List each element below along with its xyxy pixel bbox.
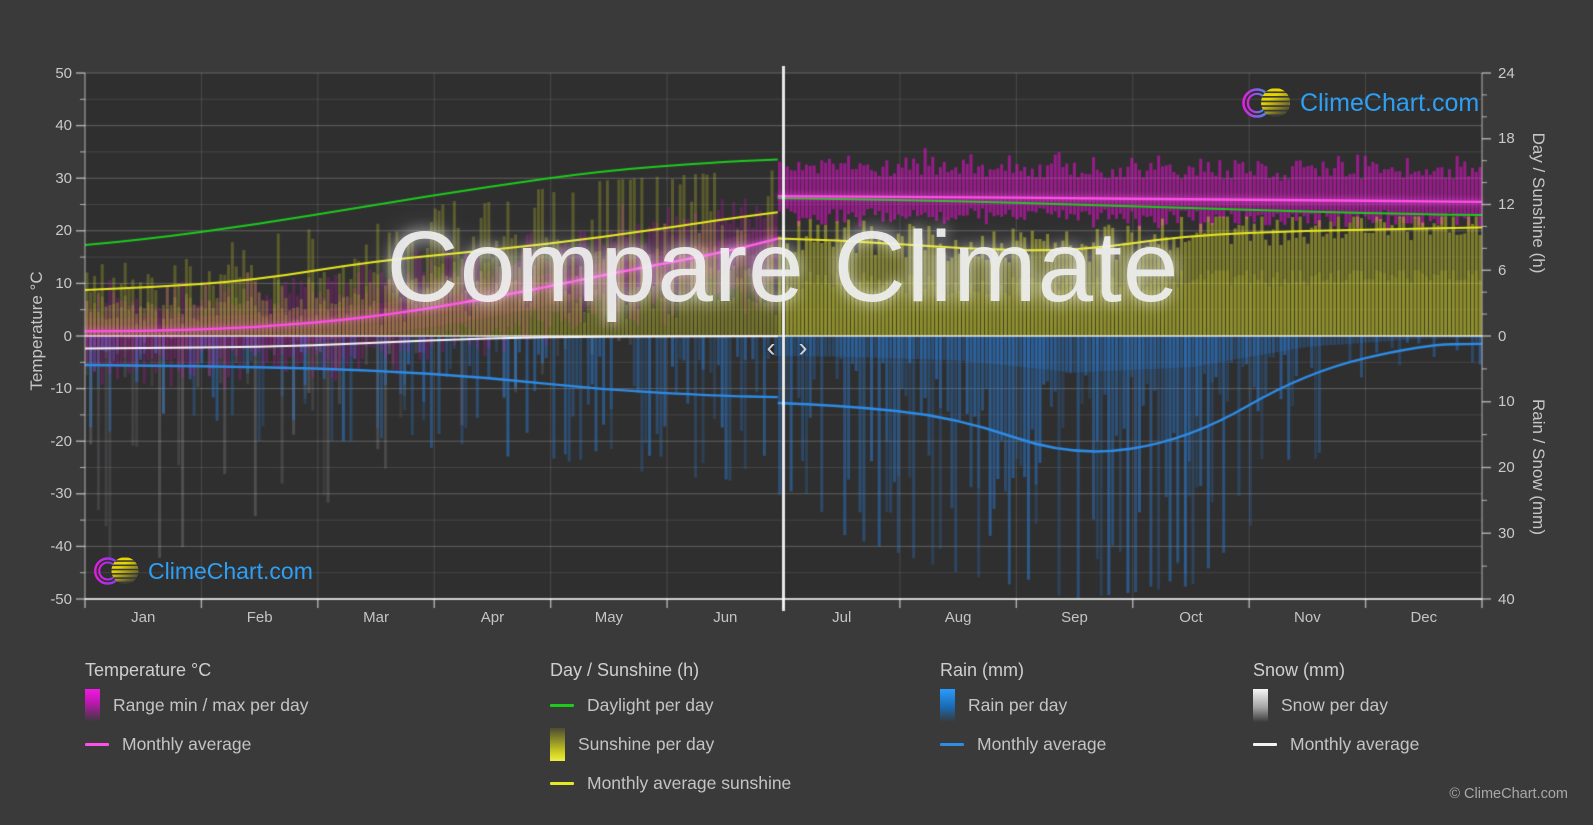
legend-item-daylight: Daylight per day [550, 686, 791, 725]
right-top-axis-title: Day / Sunshine (h) [1529, 132, 1548, 274]
temp-average-line-swatch [85, 743, 109, 746]
left-axis-title: Temperature °C [27, 271, 46, 391]
legend-item-snow-average: Monthly average [1253, 725, 1419, 764]
legend-item-label: Sunshine per day [578, 734, 715, 754]
x-tick-label-month: Aug [944, 609, 972, 626]
legend-item-label: Monthly average [977, 734, 1107, 754]
daylight-line-swatch [550, 704, 574, 707]
y-tick-label-temperature: 0 [63, 327, 72, 345]
snow-average-line-swatch [1253, 743, 1277, 746]
y-tick-label-temperature: 50 [55, 64, 72, 82]
y-tick-label-temperature: 10 [55, 274, 72, 292]
legend-item-temp-average: Monthly average [85, 725, 309, 764]
x-tick-label-month: May [594, 609, 624, 626]
x-tick-label-month: Mar [363, 609, 389, 626]
climechart-logo-icon [1242, 88, 1290, 118]
y-tick-label-day-sunshine: 24 [1498, 64, 1515, 82]
legend-item-label: Daylight per day [587, 695, 714, 715]
legend-group-temperature: Temperature °C Range min / max per day M… [85, 648, 309, 764]
legend-group-title: Rain (mm) [940, 660, 1024, 680]
brand-name: ClimeChart.com [1300, 88, 1480, 117]
x-tick-label-month: Jan [131, 609, 156, 626]
legend-group-snow: Snow (mm) Snow per day Monthly average [1253, 648, 1419, 764]
x-tick-label-month: Feb [246, 609, 273, 626]
sunshine-bar-swatch [550, 728, 565, 761]
x-tick-label-month: Sep [1061, 609, 1088, 626]
y-tick-label-temperature: -50 [50, 590, 72, 608]
legend-item-label: Monthly average [1290, 734, 1420, 754]
y-tick-label-temperature: 40 [55, 117, 72, 135]
y-tick-label-rain-snow: 0 [1498, 327, 1507, 345]
x-tick-label-month: Dec [1410, 609, 1438, 626]
prev-month-arrow[interactable]: ‹ [763, 333, 780, 364]
legend-item-label: Range min / max per day [113, 695, 309, 715]
y-tick-label-temperature: -40 [50, 537, 72, 555]
legend-group-day-sunshine: Day / Sunshine (h) Daylight per day Suns… [550, 648, 791, 803]
y-tick-label-temperature: 20 [55, 222, 72, 240]
y-tick-label-temperature: -30 [50, 485, 72, 503]
legend-item-sunshine: Sunshine per day [550, 725, 791, 764]
y-tick-label-day-sunshine: 18 [1498, 130, 1515, 148]
x-tick-label-month: Oct [1179, 609, 1203, 626]
legend-item-label: Rain per day [968, 695, 1068, 715]
y-tick-label-day-sunshine: 6 [1498, 261, 1507, 279]
y-tick-label-day-sunshine: 12 [1498, 196, 1515, 213]
brand-logo-top-right[interactable]: ClimeChart.com [1240, 84, 1479, 122]
y-tick-label-temperature: -20 [50, 432, 72, 450]
climechart-logo-icon [94, 557, 139, 585]
y-tick-label-rain-snow: 30 [1498, 524, 1515, 542]
legend: Temperature °C Range min / max per day M… [0, 648, 1593, 825]
x-tick-label-month: Apr [480, 609, 505, 626]
y-tick-label-temperature: 30 [55, 169, 72, 187]
legend-item-temp-range: Range min / max per day [85, 686, 309, 725]
legend-item-snow: Snow per day [1253, 686, 1419, 725]
rain-average-line-swatch [940, 743, 964, 746]
y-tick-label-rain-snow: 10 [1498, 393, 1515, 411]
right-bottom-axis-title: Rain / Snow (mm) [1529, 398, 1548, 536]
y-tick-label-temperature: -10 [50, 380, 72, 398]
legend-group-rain: Rain (mm) Rain per day Monthly average [940, 648, 1106, 764]
y-tick-label-rain-snow: 40 [1498, 590, 1515, 608]
brand-logo-bottom-left[interactable]: ClimeChart.com [92, 553, 313, 589]
sunshine-average-line-swatch [550, 782, 574, 785]
legend-item-label: Monthly average sunshine [587, 773, 792, 793]
legend-item-sunshine-average: Monthly average sunshine [550, 764, 791, 803]
x-tick-label-month: Jun [713, 609, 738, 626]
x-tick-label-month: Nov [1294, 609, 1321, 626]
rain-bar-swatch [940, 689, 955, 722]
temp-range-swatch [85, 689, 100, 722]
legend-item-label: Snow per day [1281, 695, 1389, 715]
legend-group-title: Temperature °C [85, 660, 212, 680]
legend-item-label: Monthly average [122, 734, 252, 754]
copyright-notice: © ClimeChart.com [1449, 786, 1568, 802]
y-tick-label-rain-snow: 20 [1498, 459, 1515, 476]
legend-group-title: Snow (mm) [1253, 660, 1346, 680]
legend-group-title: Day / Sunshine (h) [550, 660, 700, 680]
snow-bar-swatch [1253, 689, 1268, 722]
brand-name: ClimeChart.com [148, 557, 313, 584]
legend-item-rain-average: Monthly average [940, 725, 1106, 764]
next-month-arrow[interactable]: › [795, 333, 812, 364]
x-tick-label-month: Jul [832, 609, 852, 626]
legend-item-rain: Rain per day [940, 686, 1106, 725]
